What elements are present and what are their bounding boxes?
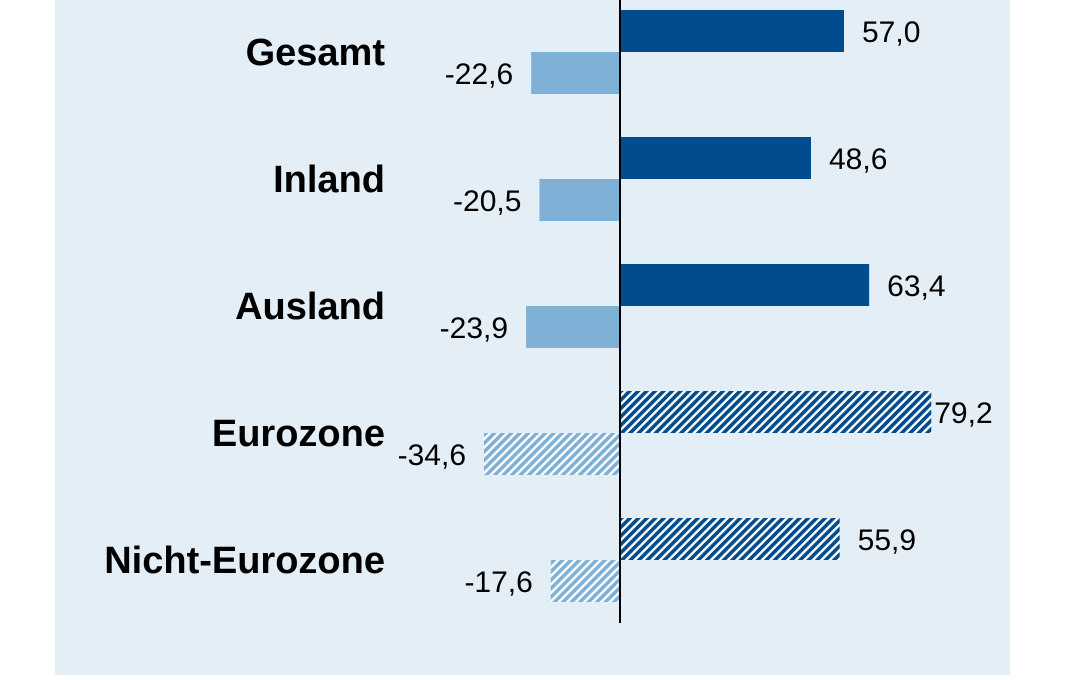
bar-negative-ausland (526, 306, 620, 348)
value-label-positive-inland: 48,6 (829, 143, 887, 176)
bar-negative-inland (539, 179, 620, 221)
bar-negative-nicht-eurozone (550, 560, 620, 602)
bar-negative-gesamt (531, 52, 620, 94)
value-label-negative-ausland: -23,9 (440, 312, 508, 345)
value-label-negative-eurozone: -34,6 (398, 439, 466, 472)
category-label-nicht-eurozone: Nicht-Eurozone (104, 540, 385, 582)
bar-positive-gesamt (620, 10, 845, 52)
category-label-inland: Inland (273, 159, 385, 201)
value-label-negative-nicht-eurozone: -17,6 (464, 566, 532, 599)
value-label-positive-eurozone: 79,2 (934, 397, 992, 430)
value-label-positive-nicht-eurozone: 55,9 (858, 524, 916, 557)
value-label-positive-ausland: 63,4 (887, 270, 945, 303)
bar-positive-inland (620, 137, 811, 179)
bar-negative-eurozone (484, 433, 620, 475)
bar-positive-nicht-eurozone (620, 518, 840, 560)
bar-positive-ausland (620, 264, 870, 306)
value-label-negative-gesamt: -22,6 (445, 58, 513, 91)
category-label-gesamt: Gesamt (246, 32, 386, 74)
value-label-positive-gesamt: 57,0 (862, 16, 920, 49)
bar-positive-eurozone (620, 391, 932, 433)
category-label-ausland: Ausland (235, 286, 385, 328)
category-label-eurozone: Eurozone (212, 413, 385, 455)
value-label-negative-inland: -20,5 (453, 185, 521, 218)
